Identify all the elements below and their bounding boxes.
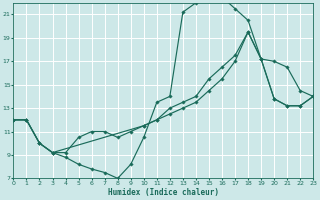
X-axis label: Humidex (Indice chaleur): Humidex (Indice chaleur) — [108, 188, 219, 197]
